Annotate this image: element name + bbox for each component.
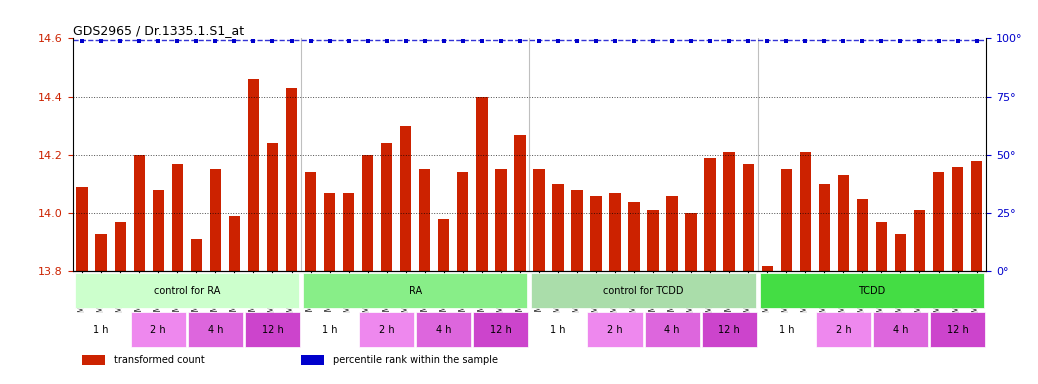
FancyBboxPatch shape (473, 312, 528, 347)
Bar (381, 143, 392, 271)
Text: control for TCDD: control for TCDD (603, 286, 684, 296)
Bar (171, 164, 183, 271)
Bar (301, 354, 324, 366)
FancyBboxPatch shape (359, 312, 414, 347)
Bar (781, 169, 792, 271)
FancyBboxPatch shape (645, 312, 700, 347)
Bar (723, 152, 735, 271)
FancyBboxPatch shape (416, 312, 471, 347)
Bar (648, 210, 659, 271)
Bar (856, 199, 868, 271)
Bar (952, 167, 963, 271)
Text: 1 h: 1 h (93, 325, 109, 335)
Bar (762, 266, 773, 271)
Bar (609, 193, 621, 271)
Bar (799, 152, 811, 271)
Bar (685, 213, 696, 271)
FancyBboxPatch shape (873, 312, 928, 347)
Text: 2 h: 2 h (836, 325, 851, 335)
Text: RA: RA (409, 286, 421, 296)
Text: 4 h: 4 h (893, 325, 908, 335)
FancyBboxPatch shape (302, 312, 357, 347)
FancyBboxPatch shape (816, 312, 871, 347)
Bar (191, 239, 202, 271)
Bar (819, 184, 830, 271)
Bar (514, 134, 525, 271)
Text: 2 h: 2 h (607, 325, 623, 335)
Bar (305, 172, 317, 271)
Text: TCDD: TCDD (858, 286, 885, 296)
Bar (591, 196, 602, 271)
FancyBboxPatch shape (930, 312, 985, 347)
Text: 12 h: 12 h (718, 325, 740, 335)
Bar (895, 233, 906, 271)
Text: 4 h: 4 h (208, 325, 223, 335)
Bar (210, 169, 221, 271)
Text: GDS2965 / Dr.1335.1.S1_at: GDS2965 / Dr.1335.1.S1_at (73, 24, 244, 37)
Bar (153, 190, 164, 271)
Bar (419, 169, 431, 271)
Text: 2 h: 2 h (151, 325, 166, 335)
Bar (476, 97, 488, 271)
FancyBboxPatch shape (759, 312, 814, 347)
Bar (534, 169, 545, 271)
FancyBboxPatch shape (245, 312, 300, 347)
Text: 1 h: 1 h (550, 325, 566, 335)
Text: 2 h: 2 h (379, 325, 394, 335)
FancyBboxPatch shape (702, 312, 757, 347)
Bar (82, 354, 105, 366)
FancyBboxPatch shape (75, 273, 299, 308)
Bar (838, 175, 849, 271)
Bar (248, 79, 260, 271)
FancyBboxPatch shape (588, 312, 643, 347)
Bar (971, 161, 982, 271)
Bar (552, 184, 564, 271)
Text: transformed count: transformed count (114, 355, 204, 365)
Bar (666, 196, 678, 271)
Text: percentile rank within the sample: percentile rank within the sample (333, 355, 498, 365)
Bar (705, 158, 716, 271)
FancyBboxPatch shape (74, 312, 129, 347)
Bar (571, 190, 582, 271)
Bar (77, 187, 88, 271)
FancyBboxPatch shape (760, 273, 984, 308)
FancyBboxPatch shape (531, 273, 756, 308)
Text: 12 h: 12 h (262, 325, 283, 335)
FancyBboxPatch shape (188, 312, 243, 347)
FancyBboxPatch shape (530, 312, 585, 347)
Bar (267, 143, 278, 271)
Bar (362, 155, 374, 271)
Bar (228, 216, 240, 271)
Bar (876, 222, 887, 271)
Bar (933, 172, 945, 271)
Text: 4 h: 4 h (664, 325, 680, 335)
Text: 12 h: 12 h (490, 325, 512, 335)
FancyBboxPatch shape (303, 273, 527, 308)
Bar (438, 219, 449, 271)
Bar (343, 193, 354, 271)
Text: 12 h: 12 h (947, 325, 968, 335)
Bar (114, 222, 126, 271)
Bar (628, 202, 639, 271)
Bar (324, 193, 335, 271)
Bar (913, 210, 925, 271)
Text: 1 h: 1 h (322, 325, 337, 335)
Bar (285, 88, 297, 271)
Bar (457, 172, 468, 271)
Bar (495, 169, 507, 271)
Bar (95, 233, 107, 271)
Bar (400, 126, 411, 271)
Bar (742, 164, 754, 271)
Text: 4 h: 4 h (436, 325, 452, 335)
Text: control for RA: control for RA (154, 286, 220, 296)
Text: 1 h: 1 h (778, 325, 794, 335)
FancyBboxPatch shape (131, 312, 186, 347)
Bar (134, 155, 145, 271)
